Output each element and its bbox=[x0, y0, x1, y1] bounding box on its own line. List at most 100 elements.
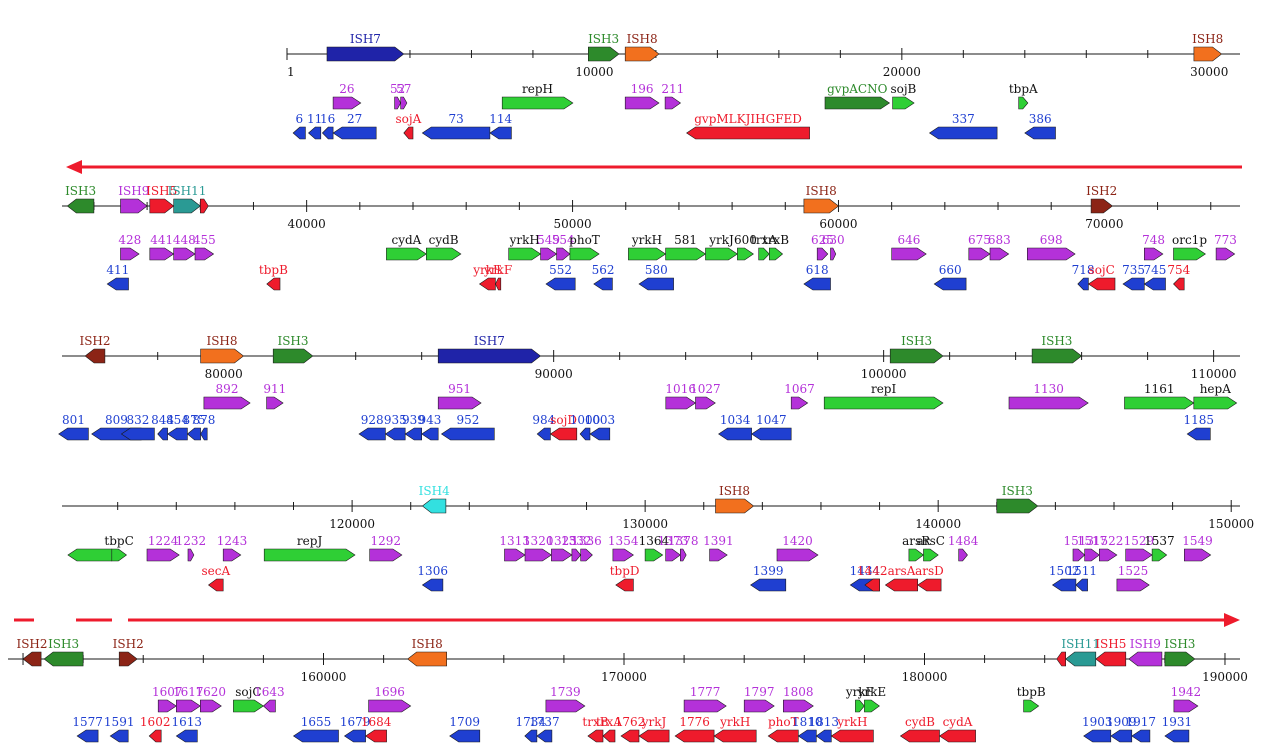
gene-label: trxA bbox=[596, 715, 622, 729]
gene-label: cydA bbox=[391, 233, 421, 247]
gene-arrow bbox=[644, 548, 664, 562]
gene-label: 745 bbox=[1143, 263, 1166, 277]
gene-label: cydB bbox=[905, 715, 935, 729]
gene-label: 854 bbox=[166, 413, 189, 427]
gene-label: sojC bbox=[1089, 263, 1115, 277]
gene-arrow bbox=[587, 46, 620, 62]
gene-arrow bbox=[369, 548, 403, 562]
gene-label: 773 bbox=[1214, 233, 1237, 247]
gene-arrow bbox=[615, 578, 634, 592]
gene-label: 1577 bbox=[72, 715, 103, 729]
gene-arrow bbox=[737, 247, 754, 261]
gene-arrow bbox=[638, 729, 670, 743]
gene-label: phoT bbox=[768, 715, 799, 729]
gene-label: cydB bbox=[429, 233, 459, 247]
gene-arrow bbox=[343, 729, 366, 743]
gene-arrow bbox=[1164, 729, 1190, 743]
gene-arrow bbox=[815, 729, 832, 743]
gene-label: 844 bbox=[151, 413, 174, 427]
gene-arrow bbox=[332, 126, 377, 140]
gene-arrow bbox=[1077, 277, 1089, 291]
gene-arrow bbox=[743, 699, 775, 713]
gene-arrow bbox=[803, 198, 839, 214]
gene-arrow bbox=[1184, 548, 1212, 562]
gene-label: 1942 bbox=[1171, 685, 1202, 699]
gene-label: 549 bbox=[537, 233, 560, 247]
gene-arrow bbox=[386, 247, 427, 261]
coordinate-label: 150000 bbox=[1208, 517, 1254, 531]
gene-arrow bbox=[400, 96, 408, 110]
gene-label: 73 bbox=[448, 112, 463, 126]
gene-label: sojD bbox=[550, 413, 577, 427]
gene-label: 809 bbox=[105, 413, 128, 427]
gene-label: 911 bbox=[263, 382, 286, 396]
gene-label: arsR bbox=[902, 534, 931, 548]
gene-label: 675 bbox=[968, 233, 991, 247]
gene-label: ISH8 bbox=[412, 637, 443, 651]
gene-label: 1655 bbox=[301, 715, 332, 729]
gene-label: repH bbox=[522, 82, 553, 96]
gene-arrow bbox=[1084, 548, 1100, 562]
gene-arrow bbox=[504, 548, 526, 562]
gene-arrow bbox=[489, 126, 512, 140]
gene-label: arsC bbox=[917, 534, 945, 548]
gene-label: yrkE bbox=[857, 685, 887, 699]
gene-label: 1378 bbox=[668, 534, 699, 548]
gene-label: orc1p bbox=[1172, 233, 1207, 247]
gene-label: 211 bbox=[661, 82, 684, 96]
gene-label: 875 bbox=[183, 413, 206, 427]
gene-label: yrkH bbox=[836, 715, 867, 729]
gene-label: 1364 bbox=[639, 534, 670, 548]
gene-arrow bbox=[118, 651, 138, 667]
gene-arrow bbox=[425, 247, 462, 261]
gene-arrow bbox=[536, 729, 553, 743]
gene-label: yrkH bbox=[631, 233, 662, 247]
gene-label: 57 bbox=[396, 82, 411, 96]
gene-arrow bbox=[545, 277, 576, 291]
repeat-arrow-bottom bbox=[14, 613, 1240, 627]
gene-arrow bbox=[421, 578, 444, 592]
gene-arrow bbox=[146, 548, 180, 562]
gene-arrow bbox=[1018, 96, 1029, 110]
gene-label: 448 bbox=[173, 233, 196, 247]
gene-arrow bbox=[923, 548, 939, 562]
gene-label: ISH8 bbox=[719, 484, 750, 498]
gene-label: 600 bbox=[734, 233, 757, 247]
gene-arrow bbox=[536, 427, 551, 441]
gene-arrow bbox=[508, 247, 542, 261]
gene-arrow bbox=[1131, 729, 1151, 743]
gene-label: 1909 bbox=[1106, 715, 1137, 729]
gene-label: 1306 bbox=[417, 564, 448, 578]
coordinate-label: 50000 bbox=[553, 217, 591, 231]
gene-arrow bbox=[1075, 578, 1088, 592]
gene-arrow bbox=[120, 427, 155, 441]
gene-arrow bbox=[1215, 247, 1236, 261]
coordinate-label: 160000 bbox=[301, 670, 347, 684]
gene-label: cydA bbox=[943, 715, 973, 729]
gene-label: 952 bbox=[456, 413, 479, 427]
gene-label: 1130 bbox=[1033, 382, 1064, 396]
gene-label: repI bbox=[871, 382, 897, 396]
gene-arrow bbox=[1008, 396, 1089, 410]
gene-label: 1813 bbox=[809, 715, 840, 729]
gene-arrow bbox=[1095, 651, 1127, 667]
gene-label: ISH8 bbox=[206, 334, 237, 348]
gene-label: 1434 bbox=[850, 564, 881, 578]
gene-arrow bbox=[1124, 396, 1195, 410]
gene-arrow bbox=[899, 729, 940, 743]
gene-label: 1709 bbox=[449, 715, 480, 729]
gene-arrow bbox=[440, 427, 495, 441]
gene-arrow bbox=[186, 427, 201, 441]
gene-arrow bbox=[823, 396, 944, 410]
gene-label: 832 bbox=[126, 413, 149, 427]
gene-arrow bbox=[709, 548, 728, 562]
gene-label: secA bbox=[201, 564, 230, 578]
gene-label: 1734 bbox=[516, 715, 547, 729]
gene-arrow bbox=[1164, 651, 1196, 667]
gene-label: ISH3 bbox=[1002, 484, 1033, 498]
gene-arrow bbox=[173, 247, 196, 261]
gene-arrow bbox=[665, 548, 681, 562]
gene-arrow bbox=[776, 548, 819, 562]
